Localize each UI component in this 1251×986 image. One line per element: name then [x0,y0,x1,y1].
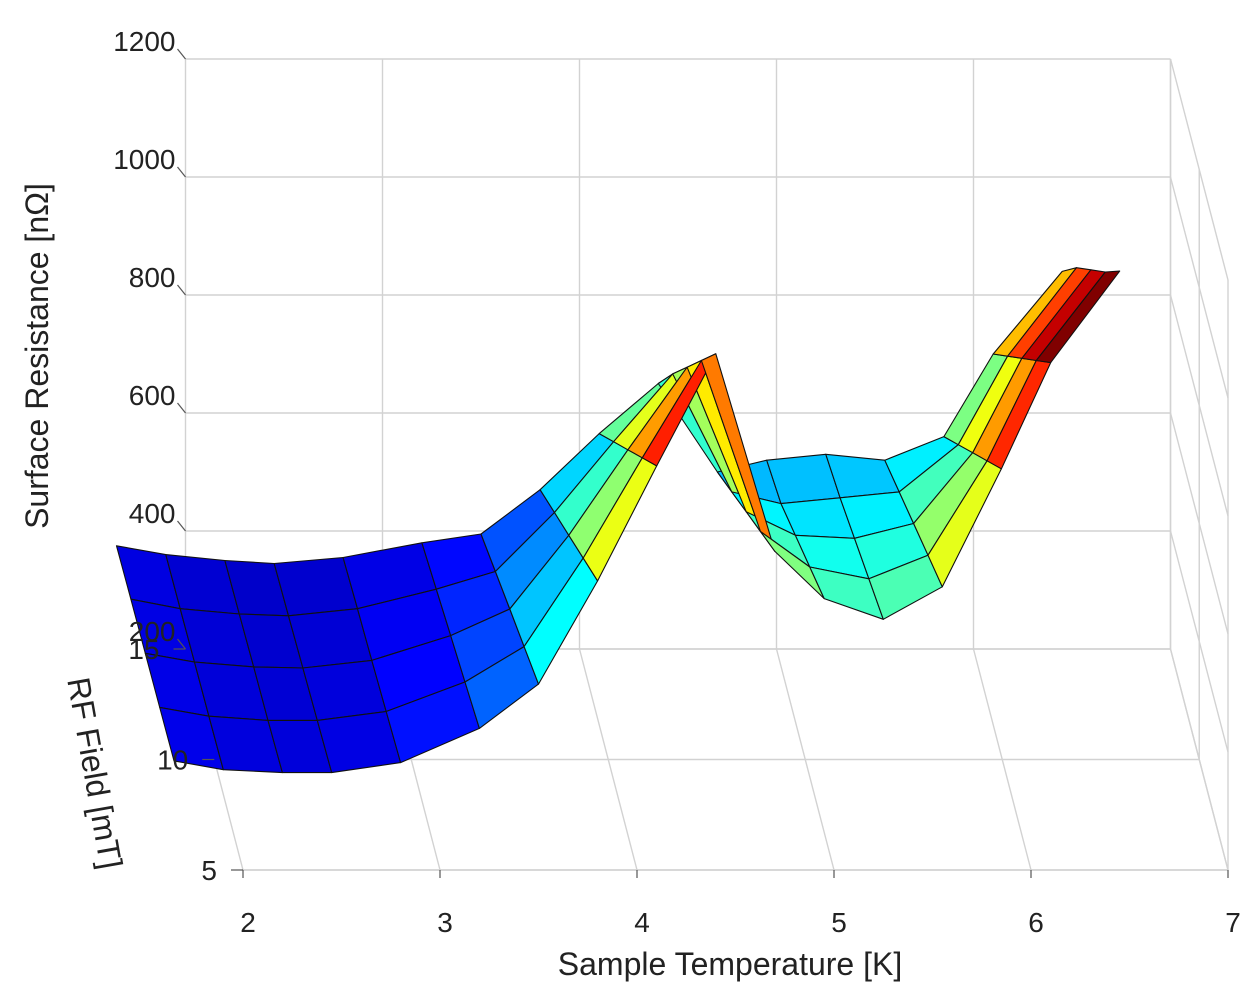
z-tick-label: 600 [129,380,176,411]
z-axis-label: Surface Resistance [nΩ] [19,183,55,529]
y-axis-label: RF Field [mT] [60,675,129,872]
z-tick-label: 1000 [113,144,175,175]
surface-patch [316,710,402,774]
z-tick-label: 800 [129,262,176,293]
floor-gridline-x [578,648,638,871]
x-tick-label: 4 [634,907,650,938]
y-tick-label: 10 [157,745,188,776]
z-tick-mark [177,402,186,414]
x-tick-label: 5 [831,907,847,938]
side-wall-gridline-z [1169,58,1229,281]
side-wall-gridline-z [1169,530,1229,753]
floor-gridline-x [972,648,1032,871]
side-wall-gridline-z [1169,294,1229,517]
surface-layer [115,267,1121,774]
z-tick-mark [177,166,186,178]
z-tick-mark [177,48,186,60]
x-tick-label: 3 [437,907,453,938]
x-tick-label: 2 [240,907,256,938]
z-tick-mark [177,284,186,296]
side-wall-gridline-z [1169,648,1229,871]
surface-patch [302,659,387,721]
z-tick-mark [177,520,186,532]
side-wall-gridline-z [1169,412,1229,635]
z-tick-label: 200 [129,616,176,647]
x-tick-label: 7 [1225,907,1241,938]
surface-patch [287,608,373,669]
side-wall-gridline-z [1169,176,1229,399]
z-tick-label: 1200 [113,26,175,57]
y-tick-label: 15 [128,634,159,665]
x-axis-label: Sample Temperature [K] [558,946,902,982]
z-tick-mark [177,638,186,650]
surface-patch [1035,270,1121,364]
floor-gridline-x [775,648,835,871]
y-tick-label: 5 [201,855,217,886]
x-tick-label: 6 [1028,907,1044,938]
z-tick-label: 400 [129,498,176,529]
